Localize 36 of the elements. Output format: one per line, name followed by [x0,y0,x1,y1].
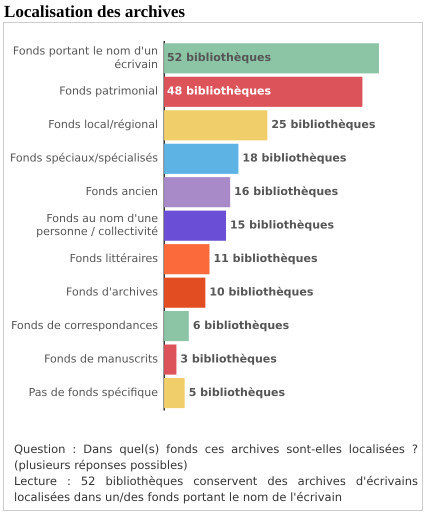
bar [164,311,189,342]
data-label: 48 bibliothèques [167,84,272,98]
data-label: 16 bibliothèques [234,185,339,198]
text: Question : Dans quel(s) fonds ces archives sont-elles localisées ? (plusieurs réponses possibles) [14,441,418,473]
chart-title: Localisation des archives [4,2,186,22]
bar [164,177,230,208]
bar [164,244,210,274]
bar [164,76,362,107]
bar [164,43,379,74]
data-label: 25 bibliothèques [271,118,376,132]
y-tick-label: Fonds de manuscrits [44,352,158,366]
bar [164,278,206,308]
bar [164,210,226,241]
bar [164,110,268,140]
y-tick-label: Fonds spéciaux/spécialisés [10,152,158,165]
bar [164,378,185,408]
text: Lecture : 52 bibliothèques conservent des archives d'écrivains localisées dans un/des fonds portant le nom de l'écrivain [14,473,418,505]
y-tick-label: Pas de fonds spécifique [28,386,158,399]
y-tick-label: Fonds patrimonial [59,84,158,98]
y-tick-label: Fonds ancien [86,185,158,198]
data-label: 3 bibliothèques [180,352,278,366]
y-tick-label: Fonds d'archives [66,286,158,299]
bar [164,144,238,174]
data-label: 11 bibliothèques [213,252,318,266]
data-label: 5 bibliothèques [188,386,286,399]
data-label: 10 bibliothèques [209,286,314,299]
y-tick-label: Fonds portant le nom d'un écrivain [12,44,158,71]
y-tick-label: Fonds local/régional [48,118,158,132]
data-label: 6 bibliothèques [192,318,290,332]
y-tick-label: Fonds littéraires [70,252,158,266]
data-label: 52 bibliothèques [167,51,272,64]
bar [164,344,176,375]
y-tick-label: Fonds au nom d'une personne / collectivité [36,212,158,238]
data-label: 15 bibliothèques [230,218,334,232]
data-label: 18 bibliothèques [242,152,347,165]
y-tick-label: Fonds de correspondances [11,318,158,332]
